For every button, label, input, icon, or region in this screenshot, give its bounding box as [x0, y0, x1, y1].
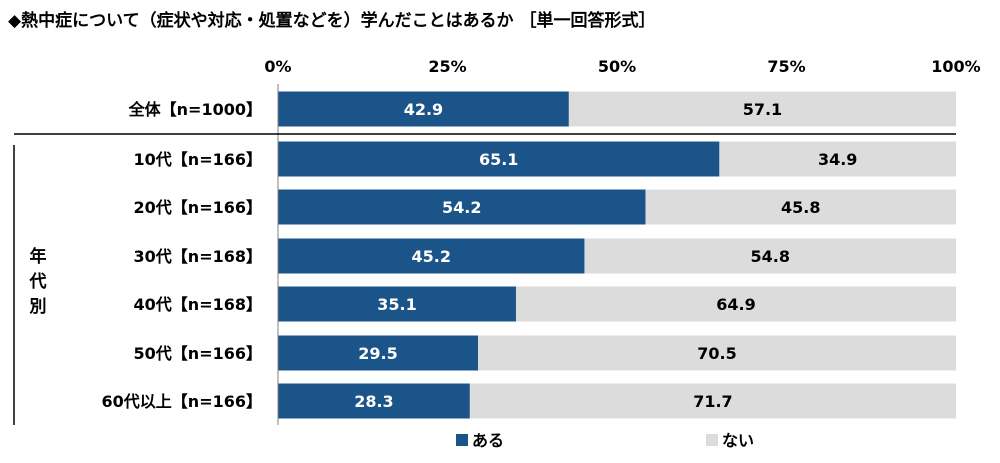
group-label-char: 代: [29, 271, 47, 292]
category-label: 10代【n=166】: [134, 150, 262, 169]
data-label: 34.9: [818, 150, 857, 169]
data-label: 35.1: [377, 295, 416, 314]
bar-no: [645, 189, 956, 225]
data-label: 29.5: [358, 344, 397, 363]
bar-yes: [278, 91, 569, 127]
data-label: 70.5: [697, 344, 736, 363]
bar-no: [478, 335, 956, 371]
category-label: 40代【n=168】: [134, 295, 262, 314]
category-label: 50代【n=166】: [134, 344, 262, 363]
bar-yes: [278, 286, 516, 322]
data-label: 54.8: [750, 247, 789, 266]
bar-no: [469, 383, 956, 419]
data-label: 28.3: [354, 392, 393, 411]
chart-title: ◆熱中症について（症状や対応・処置などを）学んだことはあるか ［単一回答形式］: [8, 11, 656, 31]
data-label: 42.9: [404, 100, 443, 119]
category-label: 全体【n=1000】: [128, 100, 262, 119]
x-tick-label: 0%: [264, 57, 291, 76]
legend-swatch: [706, 434, 718, 446]
bar-yes: [278, 383, 470, 419]
x-tick-label: 25%: [428, 57, 466, 76]
category-label: 60代以上【n=166】: [102, 392, 262, 411]
group-label-char: 別: [29, 297, 47, 317]
data-label: 65.1: [479, 150, 518, 169]
category-label: 30代【n=168】: [134, 247, 262, 266]
data-label: 64.9: [716, 295, 755, 314]
data-label: 45.8: [781, 198, 820, 217]
data-label: 54.2: [442, 198, 481, 217]
legend-label: ない: [722, 431, 754, 450]
bar-yes: [278, 189, 646, 225]
bar-yes: [278, 335, 479, 371]
bar-no: [584, 238, 956, 274]
group-label-char: 年: [30, 246, 47, 267]
bar-no: [719, 141, 956, 177]
bar-no: [515, 286, 956, 322]
x-tick-label: 100%: [931, 57, 980, 76]
bar-yes: [278, 238, 585, 274]
data-label: 45.2: [411, 247, 450, 266]
x-tick-label: 50%: [598, 57, 636, 76]
category-label: 20代【n=166】: [134, 198, 262, 217]
legend-swatch: [456, 434, 468, 446]
bar-no: [568, 91, 956, 127]
data-label: 71.7: [693, 392, 732, 411]
bar-yes: [278, 141, 720, 177]
data-label: 57.1: [743, 100, 782, 119]
legend-label: ある: [472, 431, 504, 450]
x-tick-label: 75%: [767, 57, 805, 76]
